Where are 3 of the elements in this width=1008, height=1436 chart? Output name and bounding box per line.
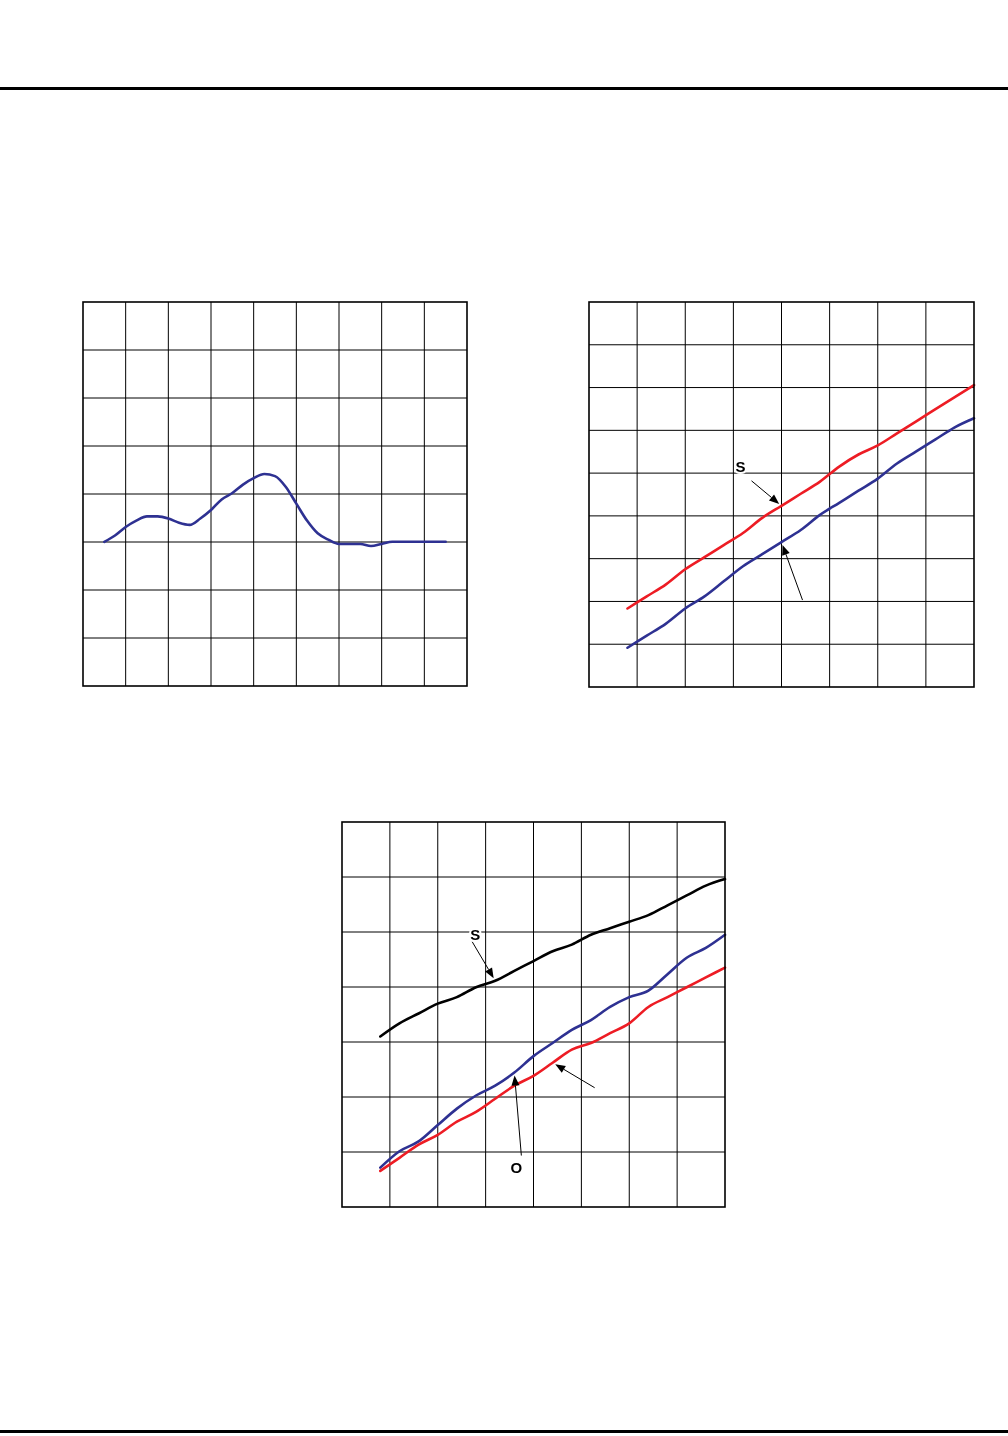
annotation: S [470,925,481,943]
annotation: O [510,1158,523,1176]
annotation: S [735,457,746,475]
